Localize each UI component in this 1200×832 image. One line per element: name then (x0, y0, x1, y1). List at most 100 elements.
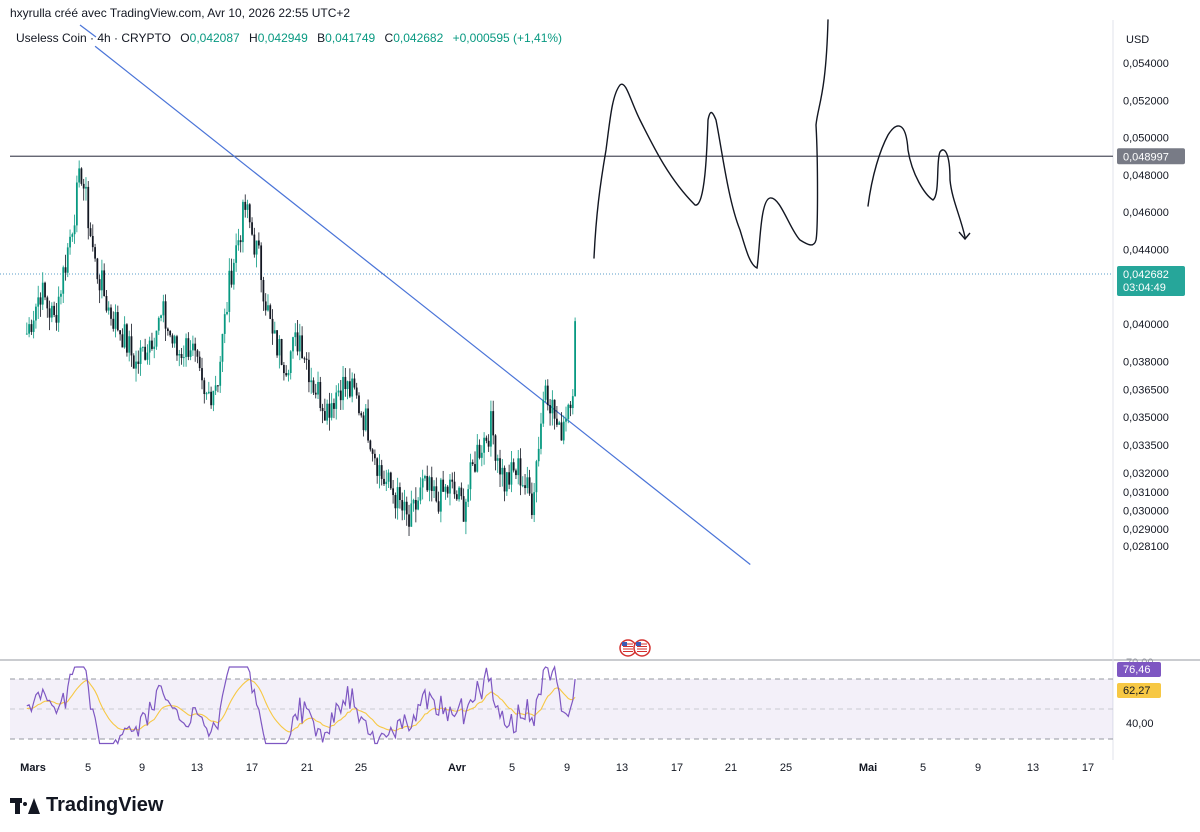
time-axis-tick: 5 (920, 762, 926, 774)
low-label: B (317, 31, 326, 45)
candle-body (505, 472, 508, 492)
candle-body (335, 392, 338, 409)
candle-body (48, 308, 51, 318)
symbol-legend: Useless Coin · 4h · CRYPTO O0,042087 H0,… (16, 31, 562, 45)
candle-body (328, 403, 331, 418)
candle-body (453, 481, 456, 495)
candle-body (503, 467, 506, 492)
candle-body (451, 479, 454, 482)
change-value: +0,000595 (+1,41%) (452, 31, 563, 45)
candle-body (121, 334, 124, 348)
candle-body (32, 320, 35, 332)
open-value: 0,042087 (189, 31, 240, 45)
rsi-ma-tag (1117, 683, 1161, 698)
symbol-name[interactable]: Useless Coin · 4h · CRYPTO (16, 31, 171, 45)
candle-body (308, 359, 310, 383)
us-flag-canton (622, 642, 627, 646)
candle-body (139, 347, 142, 364)
candle-body (223, 314, 226, 334)
price-axis-tick: 0,038000 (1123, 356, 1169, 368)
candle-body (321, 407, 324, 412)
time-axis-tick: Avr (448, 762, 467, 774)
tradingview-logo-icon (10, 797, 40, 814)
candle-body (394, 495, 397, 509)
candle-body (367, 408, 369, 441)
candle-body (567, 404, 570, 420)
candle-body (389, 472, 392, 489)
candle-body (278, 339, 281, 356)
drawn-projection-arrow (958, 231, 971, 241)
candle-body (412, 499, 415, 504)
candle-body (428, 477, 431, 491)
candle-body (130, 336, 133, 356)
candle-body (110, 307, 112, 319)
trendline-extension (79, 24, 97, 38)
candle-body (285, 373, 288, 376)
candle-body (312, 380, 315, 393)
candle-body (446, 486, 449, 494)
candle-body (198, 356, 201, 369)
candle-body (385, 481, 388, 485)
low-value: 0,041749 (325, 31, 376, 45)
candle-body (512, 462, 515, 471)
candle-body (253, 234, 256, 255)
rsi-ma-line (26, 678, 576, 733)
high-value: 0,042949 (257, 31, 308, 45)
candle-body (116, 312, 119, 331)
current-price-tag (1117, 265, 1185, 296)
candle-body (182, 357, 185, 359)
candle-body (421, 478, 424, 488)
price-axis-tick: 0,044000 (1123, 244, 1169, 256)
candle-body (355, 387, 358, 396)
candle-body (298, 335, 301, 352)
candle-body (362, 415, 365, 431)
open-label: O (180, 31, 190, 45)
candle-body (228, 270, 231, 312)
candle-body (141, 346, 144, 348)
candle-body (383, 478, 385, 485)
candle-body (176, 336, 178, 356)
candle-body (283, 364, 285, 374)
high-label: H (249, 31, 258, 45)
candle-body (123, 324, 126, 348)
horizontal-level-tag (1117, 148, 1185, 165)
candle-body (214, 385, 217, 391)
candle-body (535, 461, 538, 493)
candle-body (485, 437, 488, 441)
time-axis: Mars 5 9 13 17 21 25 Avr 5 9 13 17 21 25 Mai 5 9 13 17 (20, 762, 1094, 774)
candle-body (207, 391, 210, 394)
candle-body (387, 472, 390, 482)
price-axis-tick: 0,035000 (1123, 412, 1169, 424)
price-axis-tick: 0,032000 (1123, 468, 1169, 480)
candle-body (46, 297, 49, 309)
candle-body (201, 368, 203, 381)
candle-body (71, 234, 74, 237)
tradingview-logo-text: TradingView (46, 794, 164, 816)
candle-body (101, 270, 103, 291)
candle-body (55, 314, 58, 323)
candle-body (25, 333, 28, 335)
time-axis-tick: 21 (725, 762, 737, 774)
candle-body (483, 437, 485, 453)
candle-body (267, 305, 269, 311)
candle-body (246, 204, 249, 210)
candle-body (533, 492, 536, 516)
candle-body (330, 403, 333, 418)
candle-body (508, 472, 511, 485)
candle-body (114, 312, 117, 329)
price-axis-tick: 0,040000 (1123, 319, 1169, 331)
candle-body (442, 479, 445, 492)
candle-body (196, 350, 199, 357)
candle-body (326, 403, 329, 421)
price-axis-tick: 0,054000 (1123, 58, 1169, 70)
candle-body (103, 270, 106, 296)
candle-body (155, 330, 158, 347)
candle-body (91, 235, 94, 248)
candle-body (164, 301, 167, 329)
time-axis-tick: Mai (859, 762, 877, 774)
candle-body (217, 385, 219, 387)
candle-body (107, 307, 110, 311)
candle-body (458, 487, 460, 500)
candle-body (314, 392, 317, 395)
